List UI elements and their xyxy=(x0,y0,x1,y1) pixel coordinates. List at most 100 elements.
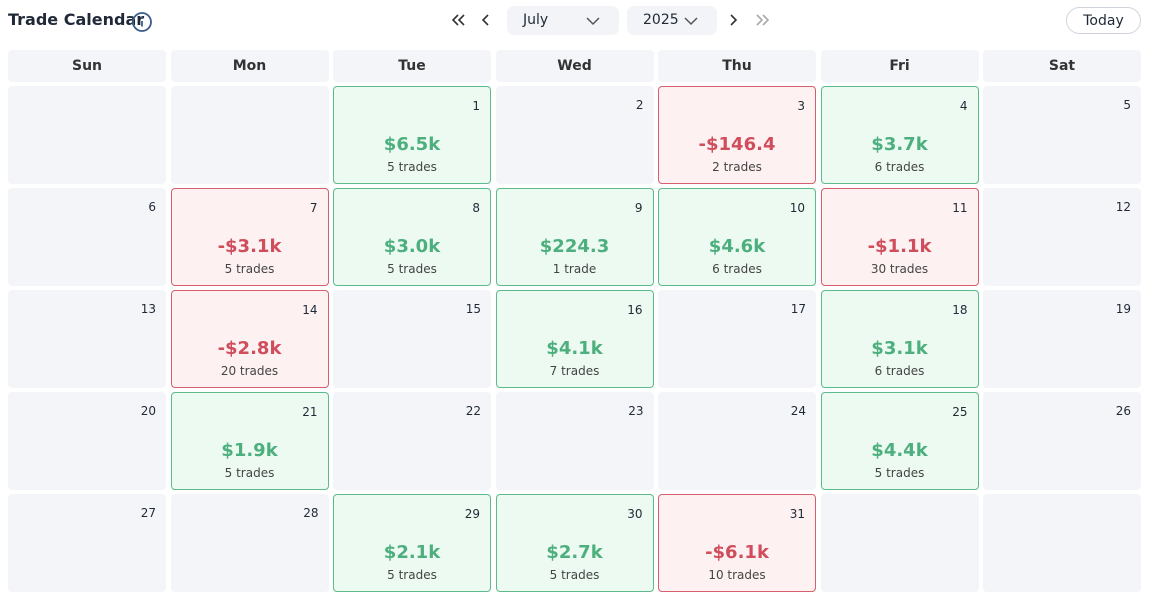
day-cell: 20 xyxy=(8,392,166,490)
weekday-header: Fri xyxy=(820,50,979,82)
next-year-button[interactable] xyxy=(753,12,771,28)
pnl-amount: $3.7k xyxy=(871,134,928,155)
day-number: 21 xyxy=(302,405,318,419)
day-cell: 22 xyxy=(333,392,491,490)
day-cell: 14 -$2.8k 20 trades xyxy=(170,290,329,388)
today-button[interactable]: Today xyxy=(1066,7,1141,34)
day-cell: 17 xyxy=(658,290,816,388)
prev-month-button[interactable] xyxy=(479,12,493,28)
day-cell: 11 -$1.1k 30 trades xyxy=(820,188,979,286)
pnl-amount: $2.7k xyxy=(546,542,603,563)
pnl-amount: $224.3 xyxy=(539,236,610,257)
day-cell: 6 xyxy=(8,188,166,286)
pnl-amount: -$146.4 xyxy=(698,134,776,155)
day-cell: 2 xyxy=(495,86,654,184)
next-month-button[interactable] xyxy=(726,12,740,28)
day-cell: 15 xyxy=(333,290,491,388)
day-cell: 3 -$146.4 2 trades xyxy=(658,86,816,184)
day-cell xyxy=(820,494,979,592)
day-number: 14 xyxy=(302,303,318,317)
day-cell: 21 $1.9k 5 trades xyxy=(170,392,329,490)
page-title: Trade Calendar xyxy=(8,10,145,29)
day-cell: 7 -$3.1k 5 trades xyxy=(170,188,329,286)
day-cell: 29 $2.1k 5 trades xyxy=(333,494,491,592)
pnl-amount: $6.5k xyxy=(383,134,441,155)
day-number: 27 xyxy=(140,506,156,520)
trade-count: 6 trades xyxy=(874,364,925,378)
trade-count: 5 trades xyxy=(224,262,275,276)
day-number: 28 xyxy=(303,506,319,520)
day-number: 5 xyxy=(1123,98,1131,112)
day-cell: 18 $3.1k 6 trades xyxy=(820,290,979,388)
day-number: 9 xyxy=(634,201,643,215)
trade-count: 30 trades xyxy=(870,262,929,276)
trade-count: 6 trades xyxy=(712,262,762,276)
pnl-amount: -$2.8k xyxy=(217,338,282,359)
day-number: 6 xyxy=(148,200,156,214)
day-number: 18 xyxy=(952,303,968,317)
pnl-amount: $3.0k xyxy=(383,236,441,257)
day-number: 24 xyxy=(790,404,806,418)
day-number: 31 xyxy=(789,507,805,521)
trade-count: 5 trades xyxy=(387,262,437,276)
pnl-amount: $3.1k xyxy=(871,338,928,359)
pnl-amount: $4.6k xyxy=(708,236,766,257)
day-number: 8 xyxy=(472,201,480,215)
weekday-header: Thu xyxy=(658,50,816,82)
day-cell: 19 xyxy=(983,290,1141,388)
day-number: 17 xyxy=(790,302,806,316)
pnl-amount: $2.1k xyxy=(383,542,441,563)
day-number: 16 xyxy=(627,303,643,317)
trade-count: 1 trade xyxy=(552,262,597,276)
day-cell: 5 xyxy=(983,86,1141,184)
trade-count: 5 trades xyxy=(549,568,600,582)
weekday-header: Wed xyxy=(495,50,654,82)
pnl-amount: -$3.1k xyxy=(217,236,282,257)
year-select[interactable]: 2025 xyxy=(627,6,717,35)
day-number: 19 xyxy=(1115,302,1131,316)
day-number: 22 xyxy=(465,404,481,418)
trade-count: 6 trades xyxy=(874,160,925,174)
day-cell xyxy=(8,86,166,184)
day-cell: 31 -$6.1k 10 trades xyxy=(658,494,816,592)
pnl-amount: $1.9k xyxy=(221,440,278,461)
prev-year-button[interactable] xyxy=(450,12,468,28)
trade-count: 10 trades xyxy=(708,568,766,582)
day-number: 29 xyxy=(464,507,480,521)
trade-count: 20 trades xyxy=(220,364,279,378)
day-number: 13 xyxy=(140,302,156,316)
day-number: 26 xyxy=(1115,404,1131,418)
day-cell: 28 xyxy=(170,494,329,592)
day-number: 1 xyxy=(472,99,480,113)
day-cell xyxy=(983,494,1141,592)
trade-count: 7 trades xyxy=(549,364,600,378)
day-number: 4 xyxy=(959,99,968,113)
day-cell: 23 xyxy=(495,392,654,490)
year-value: 2025 xyxy=(643,12,679,28)
day-number: 23 xyxy=(628,404,644,418)
day-cell: 30 $2.7k 5 trades xyxy=(495,494,654,592)
day-number: 10 xyxy=(789,201,805,215)
weekday-header: Sun xyxy=(8,50,166,82)
day-cell xyxy=(170,86,329,184)
day-cell: 25 $4.4k 5 trades xyxy=(820,392,979,490)
pnl-amount: $4.1k xyxy=(546,338,603,359)
trade-count: 5 trades xyxy=(387,160,437,174)
day-number: 12 xyxy=(1115,200,1131,214)
day-cell: 13 xyxy=(8,290,166,388)
day-cell: 10 $4.6k 6 trades xyxy=(658,188,816,286)
day-number: 2 xyxy=(635,98,644,112)
day-cell: 4 $3.7k 6 trades xyxy=(820,86,979,184)
info-icon[interactable] xyxy=(131,11,153,33)
chevron xyxy=(684,17,698,26)
day-cell: 8 $3.0k 5 trades xyxy=(333,188,491,286)
weekday-header: Sat xyxy=(983,50,1141,82)
weekday-header: Mon xyxy=(170,50,329,82)
day-cell: 16 $4.1k 7 trades xyxy=(495,290,654,388)
trade-count: 2 trades xyxy=(712,160,762,174)
weekday-header: Tue xyxy=(333,50,491,82)
month-select[interactable]: July xyxy=(507,6,619,35)
chevron xyxy=(586,17,600,26)
day-cell: 9 $224.3 1 trade xyxy=(495,188,654,286)
